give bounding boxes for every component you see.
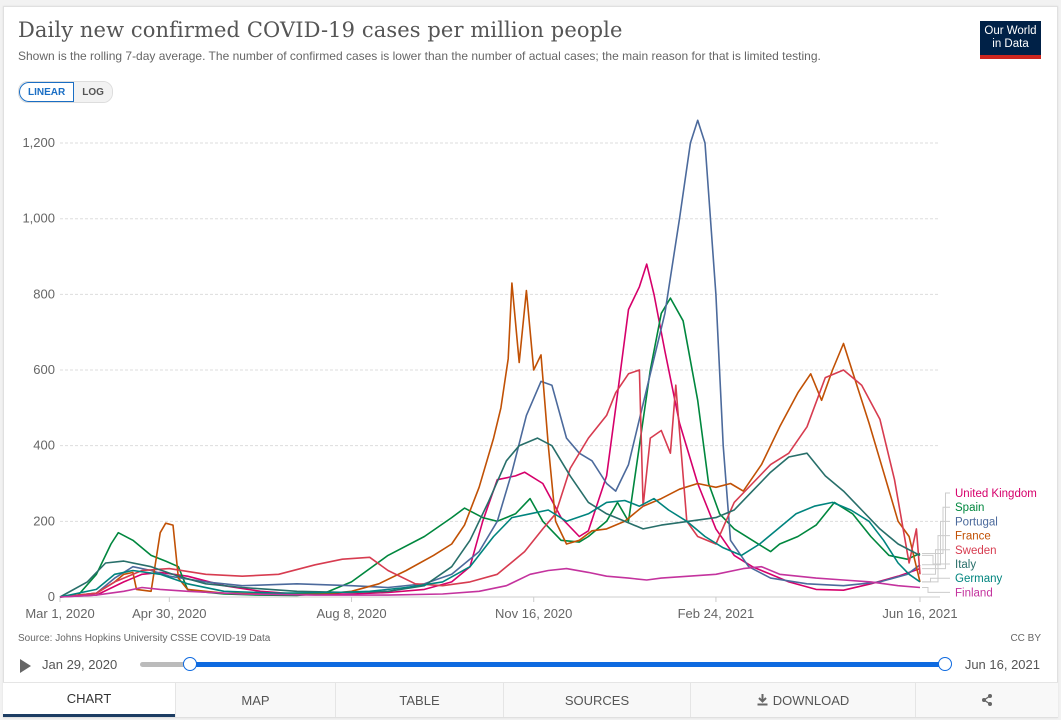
series-line-finland (59, 565, 921, 598)
source-note[interactable]: Source: Johns Hopkins University CSSE CO… (18, 633, 271, 644)
tab-download[interactable]: DOWNLOAD (690, 683, 915, 717)
y-tick-label: 1,200 (22, 135, 55, 150)
legend-connector (922, 577, 950, 583)
series-line-germany (59, 497, 921, 598)
log-scale-button[interactable]: LOG (74, 82, 112, 102)
timeline-start-handle[interactable] (183, 657, 197, 671)
chart-subtitle: Shown is the rolling 7-day average. The … (18, 49, 821, 63)
download-icon (757, 694, 768, 706)
x-tick-label: Jun 16, 2021 (882, 606, 957, 621)
series-line-france (59, 282, 921, 598)
x-tick-label: Aug 8, 2020 (316, 606, 386, 621)
y-tick-label: 400 (33, 438, 55, 453)
legend-label-finland: Finland (955, 587, 993, 599)
logo-line-2: in Data (992, 38, 1029, 50)
tab-share[interactable] (915, 683, 1058, 717)
logo-line-1: Our World (984, 25, 1037, 37)
x-tick-label: Mar 1, 2020 (25, 606, 94, 621)
series-line-spain (59, 297, 921, 598)
license-link[interactable]: CC BY (1010, 633, 1041, 644)
series-line-united-kingdom (59, 263, 921, 598)
legend-connector (922, 492, 950, 570)
share-icon (982, 694, 992, 706)
timeline-slider[interactable] (140, 657, 952, 671)
owid-logo[interactable]: Our World in Data (980, 21, 1041, 59)
legend-connector (922, 506, 950, 554)
scale-toggle: LINEAR LOG (18, 81, 113, 103)
legend-label-france: France (955, 531, 991, 543)
legend: United Kingdom Spain Portugal France Sweden I… (922, 488, 1037, 599)
legend-label-portugal: Portugal (955, 516, 998, 528)
tab-table[interactable]: TABLE (335, 683, 503, 717)
tab-chart[interactable]: CHART (3, 683, 175, 717)
tab-chart-label: CHART (66, 691, 112, 706)
y-tick-label: 800 (33, 286, 55, 301)
legend-label-germany: Germany (955, 573, 1003, 585)
tab-download-label: DOWNLOAD (772, 692, 850, 708)
chart-card (3, 6, 1058, 718)
legend-connector (922, 520, 950, 566)
x-tick-label: Feb 24, 2021 (678, 606, 755, 621)
y-tick-label: 600 (33, 362, 55, 377)
y-axis: 0 200 400 600 800 1,000 1,200 (22, 135, 55, 604)
legend-label-sweden: Sweden (955, 545, 997, 557)
legend-label-italy: Italy (955, 559, 976, 571)
legend-connector (922, 587, 950, 593)
legend-connector (922, 554, 950, 565)
y-tick-label: 1,000 (22, 211, 55, 226)
tab-table-label: TABLE (399, 692, 440, 708)
chart-title: Daily new confirmed COVID-19 cases per m… (18, 18, 623, 42)
legend-label-spain: Spain (955, 502, 984, 514)
legend-connector (922, 549, 950, 575)
legend-label-united-kingdom: United Kingdom (955, 488, 1037, 500)
tab-map[interactable]: MAP (175, 683, 335, 717)
tab-sources[interactable]: SOURCES (503, 683, 690, 717)
grid-lines (60, 142, 940, 598)
timeline-start-label: Jan 29, 2020 (42, 657, 118, 672)
tab-sources-label: SOURCES (564, 692, 630, 708)
series-line-sweden (59, 369, 921, 598)
x-axis: Mar 1, 2020 Apr 30, 2020 Aug 8, 2020 Nov 16… (25, 597, 958, 621)
tab-bar: CHART MAP TABLE SOURCES DOWNLOAD (3, 682, 1058, 717)
timeline-end-handle[interactable] (938, 657, 952, 671)
timeline-selected-range (190, 662, 944, 667)
y-tick-label: 200 (33, 513, 55, 528)
x-tick-label: Nov 16, 2020 (495, 606, 572, 621)
series-lines (59, 119, 921, 598)
tab-map-label: MAP (241, 692, 270, 708)
series-line-portugal (59, 119, 921, 598)
timeline: Jan 29, 2020 Jun 16, 2021 (18, 654, 1048, 676)
play-icon[interactable] (20, 659, 31, 673)
x-tick-label: Apr 30, 2020 (132, 606, 206, 621)
linear-scale-button[interactable]: LINEAR (19, 82, 75, 102)
y-tick-label: 0 (48, 589, 55, 604)
series-line-italy (59, 437, 921, 598)
line-chart: 0 200 400 600 800 1,000 1,200 Mar 1, 2020 Apr 3… (22, 119, 1037, 621)
timeline-end-label: Jun 16, 2021 (964, 657, 1040, 672)
